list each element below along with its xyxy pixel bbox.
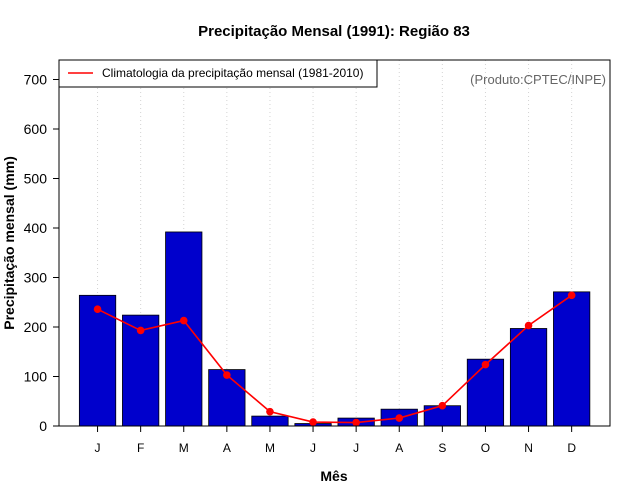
legend-box — [58, 59, 378, 88]
chart-title: Precipitação Mensal (1991): Região 83 — [198, 23, 470, 40]
climatology-point-7 — [352, 418, 360, 427]
y-axis: 0 100 200 300 400 500 600 700 — [24, 72, 59, 434]
climatology-point-9 — [438, 401, 447, 410]
climatology-point-3 — [179, 316, 188, 325]
bar-1 — [78, 294, 117, 427]
bar-10 — [466, 358, 505, 427]
bar-4 — [208, 369, 246, 427]
x-tick-label: J — [95, 441, 101, 455]
y-tick-label: 500 — [24, 171, 48, 187]
climatology-point-10 — [481, 360, 490, 369]
climatology-point-1 — [93, 305, 102, 313]
bar-12 — [553, 291, 591, 427]
climatology-point-8 — [395, 414, 404, 422]
climatology-point-6 — [309, 418, 317, 426]
x-tick-label: F — [137, 441, 144, 455]
x-tick-label: O — [481, 441, 490, 455]
x-tick-label: J — [310, 441, 316, 455]
x-tick-label: J — [353, 441, 359, 455]
climatology-point-5 — [266, 407, 274, 416]
x-tick-label: D — [567, 441, 576, 455]
y-tick-label: 700 — [24, 72, 48, 88]
y-axis-label: Precipitação mensal (mm) — [1, 156, 17, 330]
source-annotation: (Produto:CPTEC/INPE) — [470, 72, 606, 87]
legend-entry-climatology: Climatologia da precipitação mensal (198… — [102, 66, 363, 80]
bar-5 — [251, 415, 289, 427]
climatology-point-12 — [567, 291, 576, 300]
legend: Climatologia da precipitação mensal (198… — [58, 59, 378, 88]
bar-3 — [165, 231, 203, 427]
x-tick-label: M — [179, 441, 189, 455]
x-tick-label: N — [524, 441, 533, 455]
y-tick-label: 100 — [24, 369, 48, 385]
climatology-line-series — [93, 291, 576, 427]
y-tick-label: 600 — [24, 121, 48, 137]
climatology-point-2 — [136, 326, 145, 335]
x-tick-label: M — [265, 441, 275, 455]
y-tick-label: 300 — [24, 270, 48, 286]
x-tick-label: A — [395, 441, 403, 455]
y-tick-label: 0 — [39, 418, 47, 434]
x-tick-label: A — [223, 441, 231, 455]
bar-series — [78, 231, 591, 427]
x-axis-label: Mês — [320, 468, 347, 484]
y-tick-label: 200 — [24, 319, 48, 335]
bar-11 — [509, 328, 548, 427]
x-tick-label: S — [438, 441, 446, 455]
climatology-line — [97, 294, 573, 424]
climatology-point-11 — [524, 321, 533, 330]
climatology-point-4 — [223, 371, 231, 379]
y-tick-label: 400 — [24, 220, 48, 236]
